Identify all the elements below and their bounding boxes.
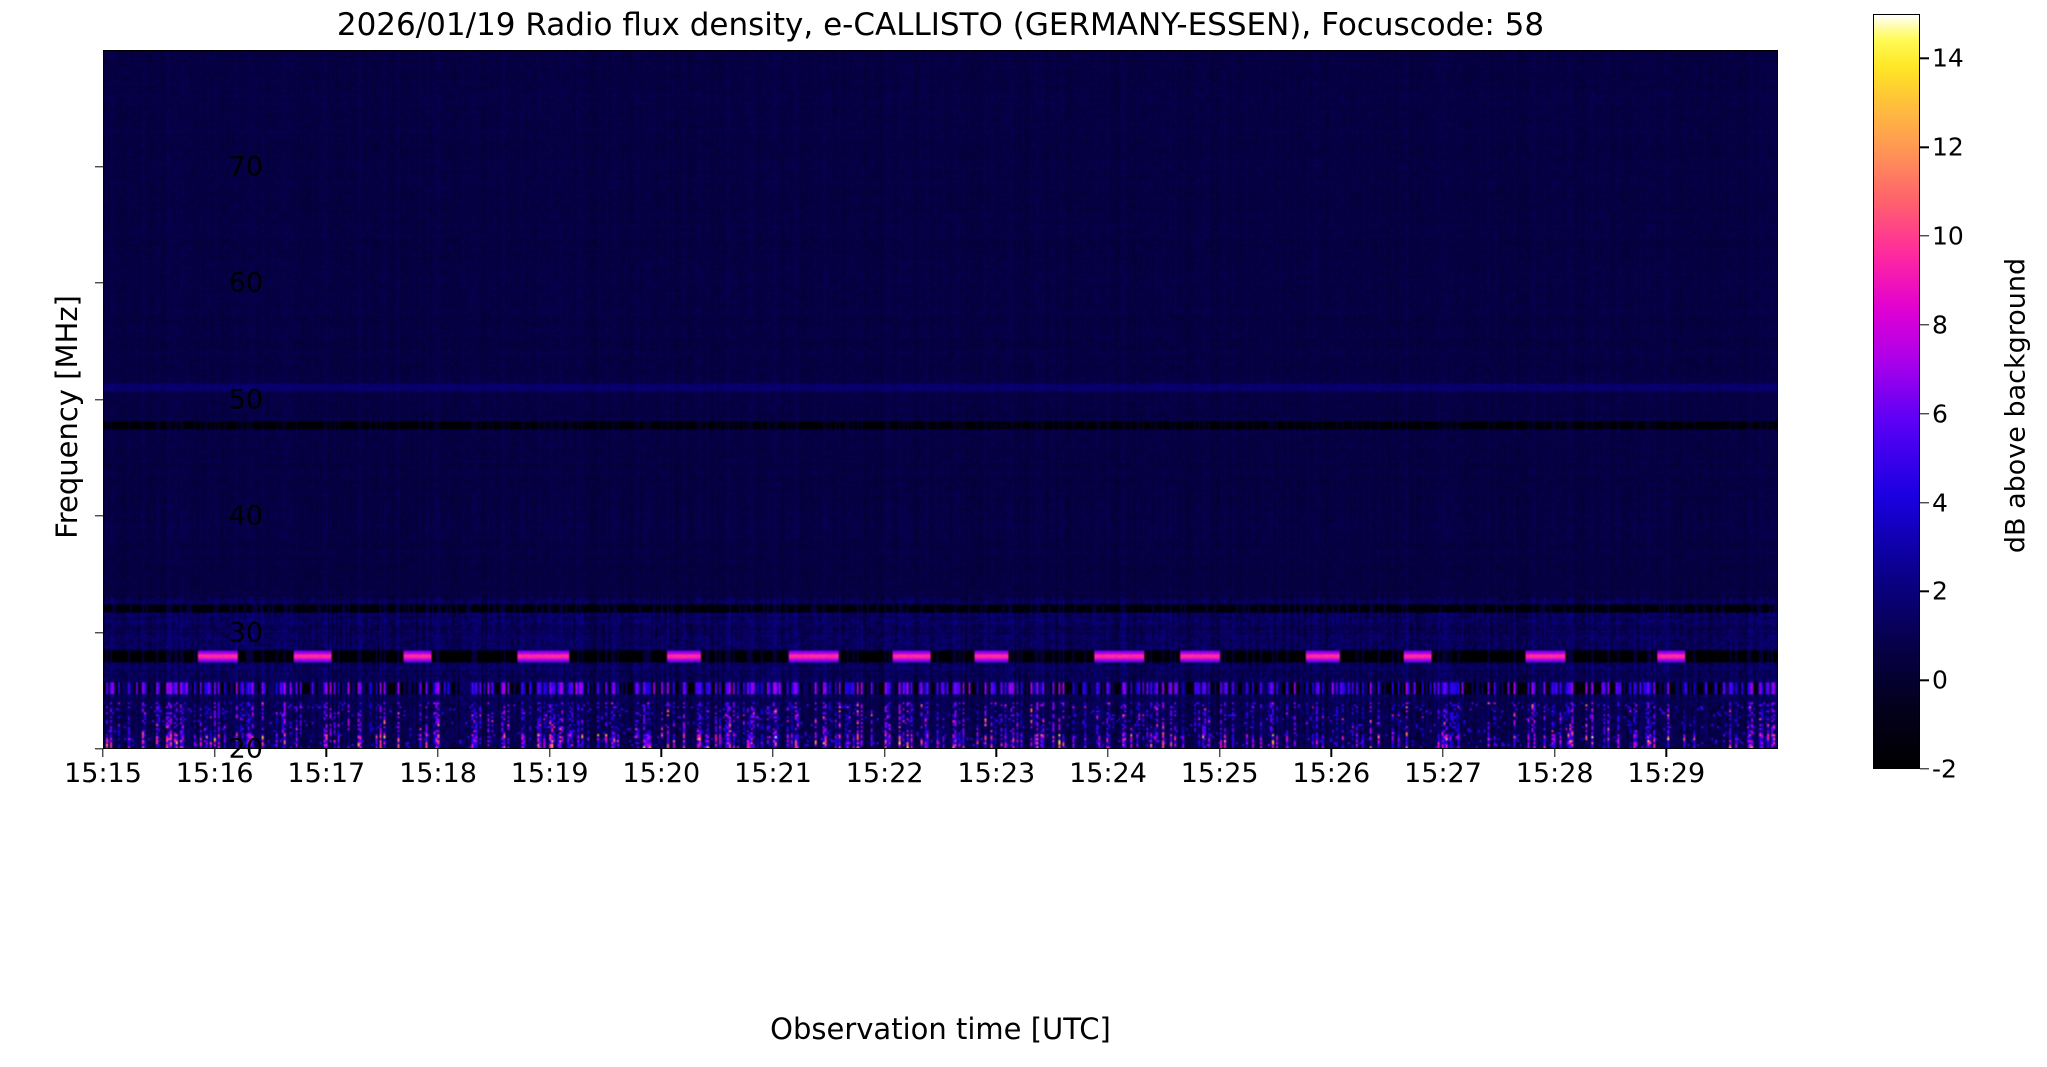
colorbar-tick-mark [1920, 501, 1929, 504]
colorbar-tick-label-0: 0 [1932, 665, 1948, 695]
spectrogram-image [104, 51, 1777, 748]
x-tick-mark [1218, 749, 1221, 757]
x-tick-label-15-24: 15:24 [1069, 758, 1147, 789]
y-tick-label-60: 60 [228, 267, 263, 299]
colorbar-tick-mark [1920, 146, 1929, 148]
x-tick-mark [1442, 749, 1444, 757]
x-tick-mark [325, 749, 328, 757]
colorbar-tick-mark [1920, 235, 1929, 237]
colorbar-gradient [1874, 15, 1919, 768]
x-tick-mark [437, 749, 439, 757]
colorbar-tick-label-6: 6 [1932, 399, 1948, 429]
x-tick-label-15-27: 15:27 [1404, 758, 1482, 789]
x-tick-label-15-25: 15:25 [1180, 758, 1259, 789]
y-tick-mark [95, 748, 103, 750]
x-tick-label-15-22: 15:22 [845, 758, 924, 789]
x-tick-mark [772, 749, 774, 757]
x-tick-label-15-23: 15:23 [957, 758, 1036, 789]
x-tick-mark [1107, 749, 1109, 757]
x-tick-mark [1330, 749, 1333, 757]
x-axis-label: Observation time [UTC] [770, 1012, 1111, 1046]
spectrogram-axes [103, 50, 1778, 749]
x-tick-label-15-15: 15:15 [64, 758, 142, 789]
x-tick-label-15-26: 15:26 [1292, 758, 1371, 789]
x-tick-label-15-28: 15:28 [1515, 758, 1594, 789]
y-axis-label: Frequency [MHz] [50, 295, 84, 539]
y-tick-label-20: 20 [228, 733, 263, 765]
y-tick-mark [95, 282, 103, 284]
x-tick-label-15-17: 15:17 [287, 758, 366, 789]
colorbar-tick-label-2: 2 [1932, 576, 1948, 606]
y-tick-mark [95, 398, 103, 401]
colorbar-tick-label-12: 12 [1932, 132, 1964, 162]
x-tick-mark [1553, 749, 1556, 757]
colorbar-tick-mark [1920, 57, 1929, 60]
y-tick-mark [95, 631, 103, 634]
colorbar-tick-mark [1920, 413, 1929, 415]
y-tick-label-30: 30 [228, 617, 263, 648]
y-tick-label-40: 40 [228, 500, 263, 532]
x-tick-mark [548, 749, 551, 757]
x-tick-label-15-21: 15:21 [734, 758, 812, 789]
y-tick-mark [95, 515, 103, 517]
page-title: 2026/01/19 Radio flux density, e-CALLIST… [336, 7, 1545, 43]
x-tick-label-15-16: 15:16 [175, 758, 254, 789]
colorbar-tick-label-4: 4 [1932, 488, 1948, 518]
colorbar-tick-label-14: 14 [1932, 43, 1964, 73]
colorbar [1873, 14, 1920, 769]
colorbar-label: dB above background [2000, 257, 2032, 554]
colorbar-tick-mark [1920, 679, 1929, 681]
y-tick-label-50: 50 [228, 384, 263, 415]
y-tick-label-70: 70 [228, 151, 263, 182]
colorbar-tick-mark [1920, 590, 1929, 593]
x-tick-label-15-29: 15:29 [1627, 758, 1706, 789]
colorbar-tick-mark [1920, 324, 1929, 326]
x-tick-mark [1665, 749, 1668, 757]
colorbar-tick-label-10: 10 [1932, 221, 1964, 251]
x-tick-mark [883, 749, 886, 757]
x-tick-mark [102, 749, 104, 757]
colorbar-tick-mark [1920, 768, 1929, 770]
x-tick-label-15-19: 15:19 [510, 758, 589, 789]
y-tick-mark [95, 165, 103, 168]
colorbar-tick-label-neg2: -2 [1932, 754, 1957, 784]
x-tick-mark [995, 749, 998, 757]
x-tick-label-15-20: 15:20 [622, 758, 701, 789]
x-tick-label-15-18: 15:18 [399, 758, 477, 789]
colorbar-tick-label-8: 8 [1932, 310, 1948, 340]
x-tick-mark [213, 749, 216, 757]
x-tick-mark [660, 749, 663, 757]
